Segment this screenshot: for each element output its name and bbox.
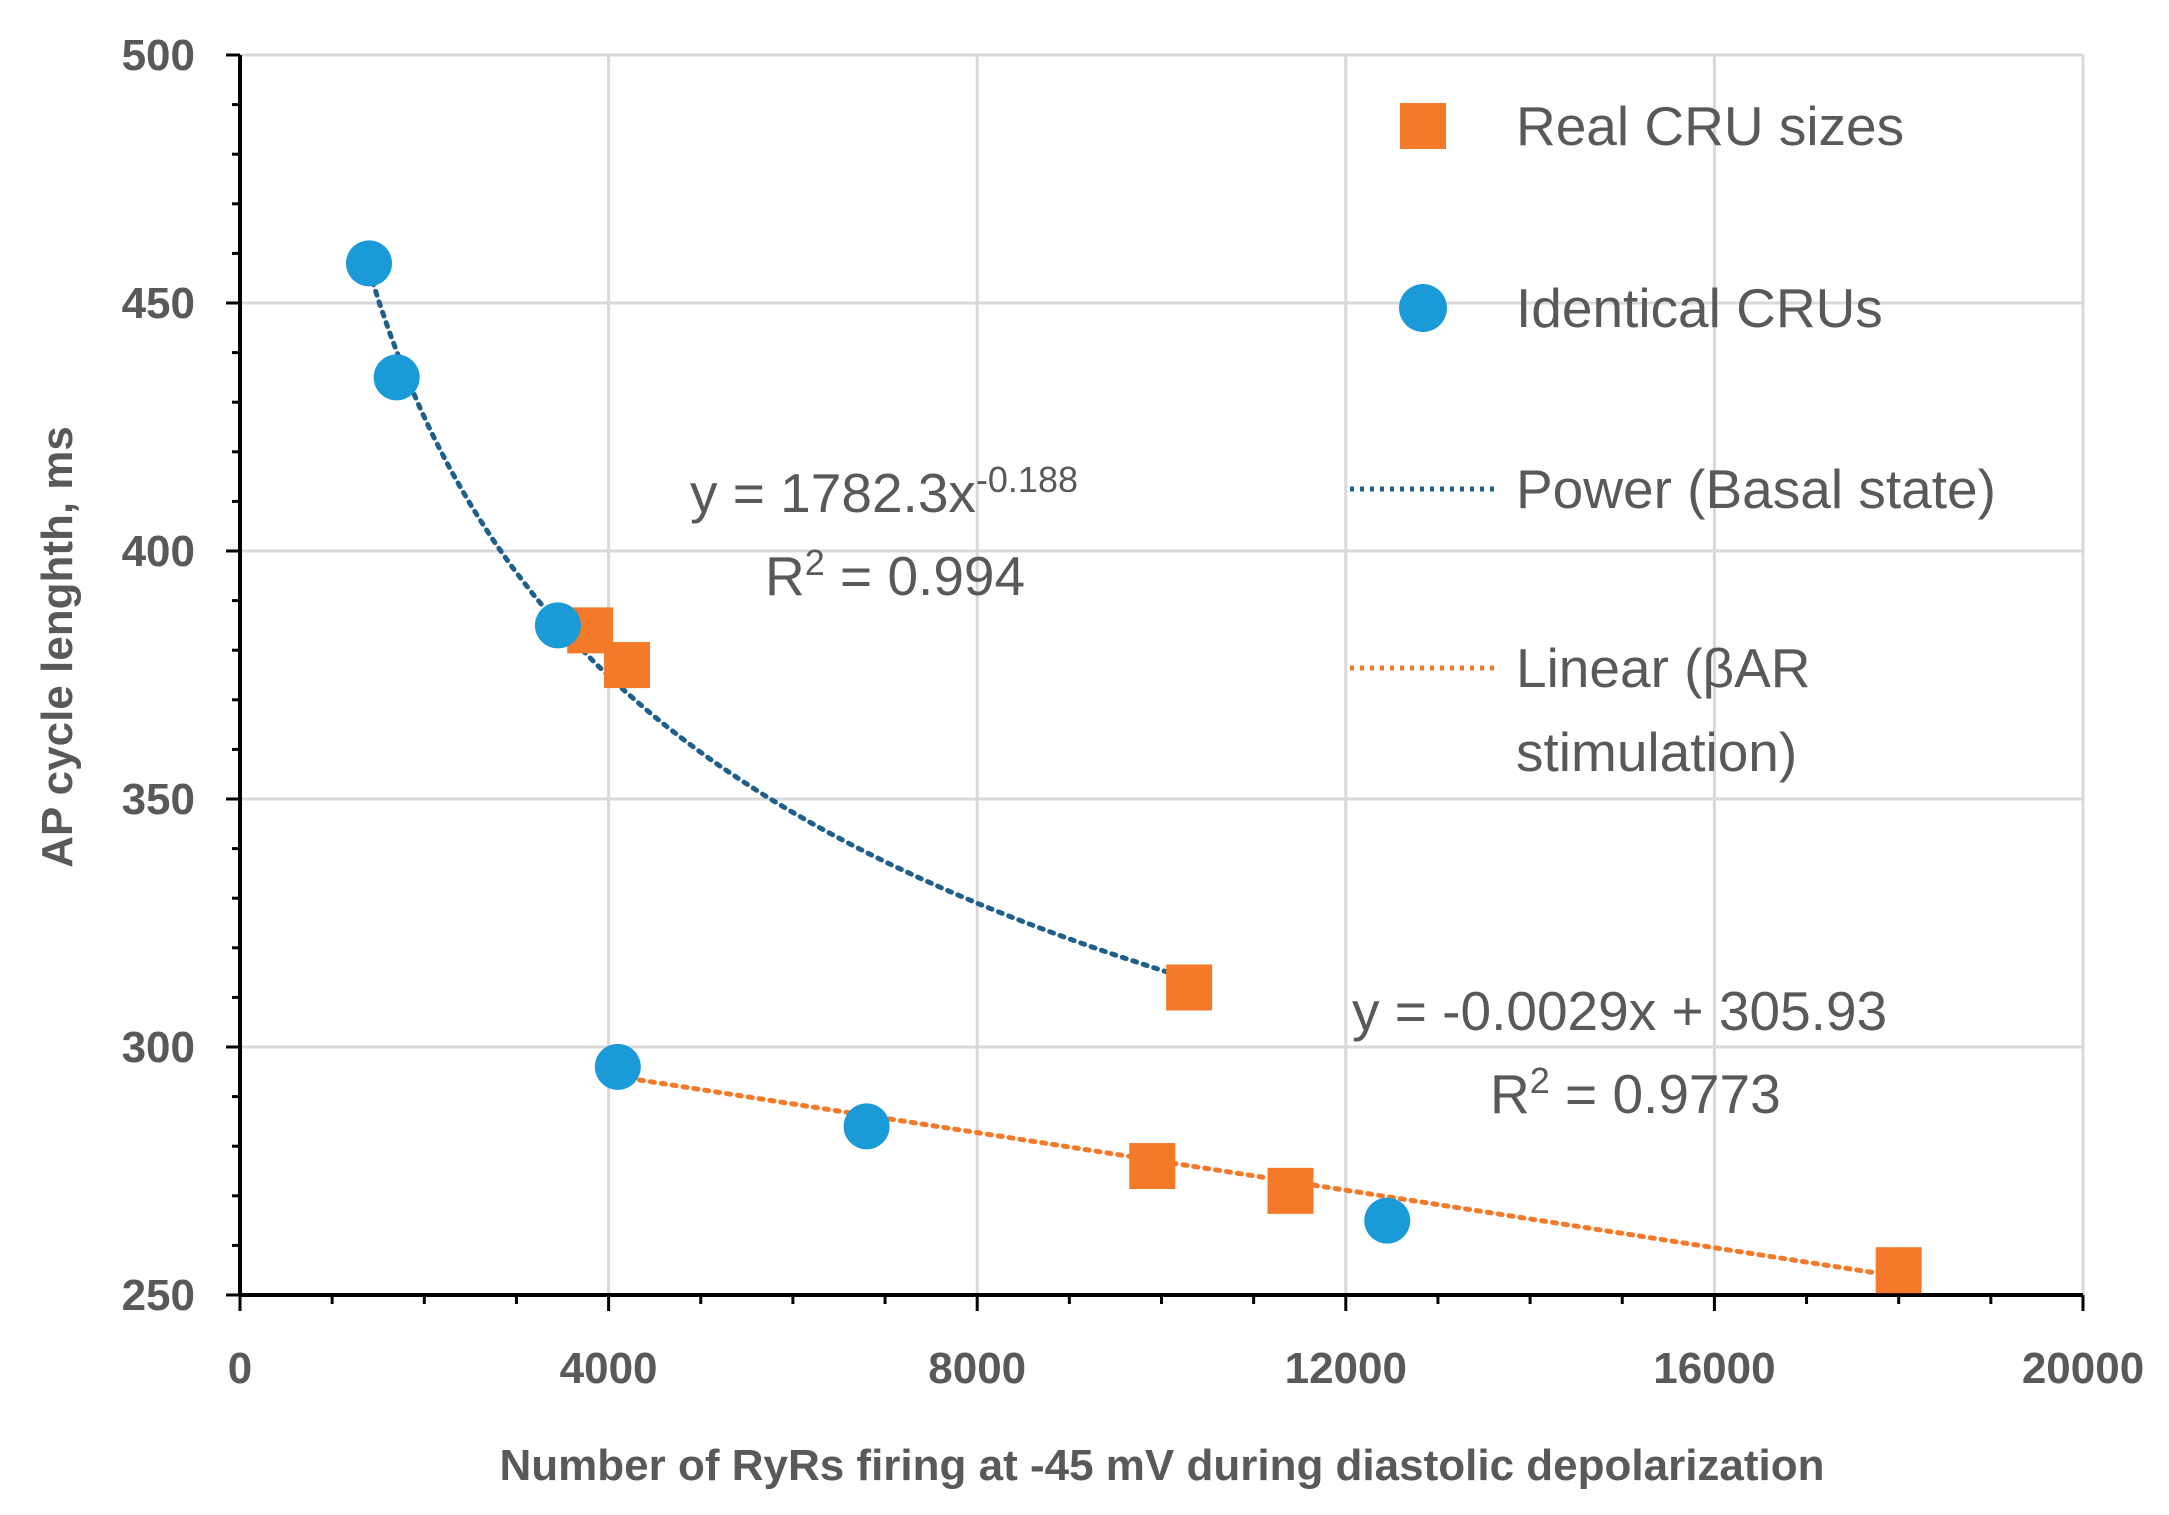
data-points — [346, 240, 1922, 1294]
linear-r2: R2 = 0.9773 — [1490, 1060, 1781, 1125]
power-r2: R2 = 0.994 — [765, 542, 1025, 607]
power-equation: y = 1782.3x-0.188 — [690, 459, 1078, 524]
legend-label-power: Power (Basal state) — [1516, 458, 1996, 520]
x-tick-label: 12000 — [1285, 1344, 1407, 1393]
power-equation-base: y = 1782.3x — [690, 462, 976, 524]
power-equation-exponent: -0.188 — [976, 459, 1078, 500]
y-tick-label: 300 — [122, 1023, 195, 1072]
identical-cru-point — [346, 240, 393, 287]
y-tick-label: 500 — [122, 31, 195, 80]
power-r2-label: R — [765, 545, 805, 607]
trendlines — [366, 267, 1902, 1279]
y-tick-label: 350 — [122, 775, 195, 824]
gridlines — [240, 53, 2085, 1295]
y-tick-label: 450 — [122, 279, 195, 328]
linear-r2-label: R — [1490, 1063, 1530, 1125]
real-cru-point — [1129, 1143, 1176, 1190]
linear-equation: y = -0.0029x + 305.93 — [1352, 980, 1887, 1042]
legend-label-identical-cru: Identical CRUs — [1516, 277, 1883, 339]
legend-label-linear-line2: stimulation) — [1516, 721, 1797, 783]
legend-square-marker — [1400, 103, 1446, 149]
real-cru-point — [604, 642, 651, 689]
real-cru-point — [1875, 1247, 1922, 1294]
x-tick-label: 4000 — [560, 1344, 658, 1393]
identical-cru-point — [534, 602, 581, 649]
linear-r2-value: = 0.9773 — [1550, 1063, 1781, 1125]
legend: Real CRU sizes Identical CRUs Power (Bas… — [1350, 95, 1996, 783]
real-cru-point — [1166, 964, 1213, 1011]
legend-label-real-cru: Real CRU sizes — [1516, 95, 1904, 157]
y-tick-label: 250 — [122, 1271, 195, 1320]
power-r2-value: = 0.994 — [825, 545, 1025, 607]
x-axis-title: Number of RyRs firing at -45 mV during d… — [499, 1441, 1824, 1490]
identical-cru-point — [843, 1103, 890, 1150]
ticks — [226, 53, 2085, 1311]
identical-cru-point — [373, 354, 420, 401]
x-tick-label: 0 — [228, 1344, 252, 1393]
x-tick-label: 8000 — [928, 1344, 1026, 1393]
tick-labels: 250 300 350 400 450 500 0 4000 8000 12000 16000 200… — [122, 31, 2145, 1393]
linear-r2-exponent: 2 — [1530, 1060, 1550, 1101]
power-trendline — [366, 267, 1192, 982]
legend-circle-marker — [1399, 284, 1447, 332]
x-tick-label: 16000 — [1653, 1344, 1775, 1393]
linear-trendline — [615, 1074, 1902, 1279]
identical-cru-point — [1364, 1197, 1411, 1244]
x-tick-label: 20000 — [2022, 1344, 2144, 1393]
real-cru-point — [1267, 1167, 1314, 1214]
power-r2-exponent: 2 — [805, 542, 825, 583]
y-tick-label: 400 — [122, 527, 195, 576]
legend-label-linear-line1: Linear (βAR — [1516, 637, 1811, 699]
identical-cru-point — [594, 1043, 641, 1090]
y-axis-title: AP cycle lenghth, ms — [33, 426, 82, 868]
